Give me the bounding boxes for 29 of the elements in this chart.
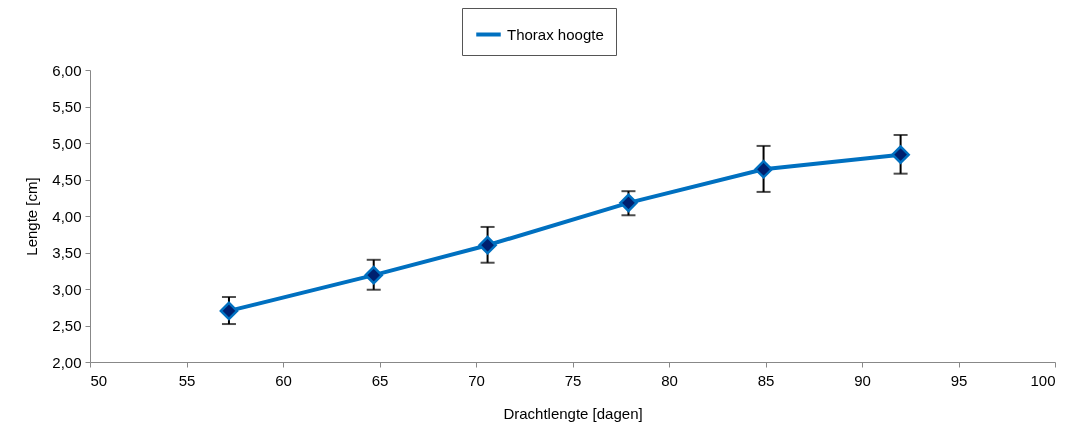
x-tick-label: 65: [371, 371, 389, 389]
y-tick-label: 5,00: [52, 134, 82, 152]
y-tick-label: 5,50: [52, 98, 82, 115]
x-tick-label: 60: [275, 371, 292, 389]
y-tick-label: 4,00: [52, 207, 82, 225]
legend-label: Thorax hoogte: [507, 25, 604, 43]
y-tick-label: 3,00: [52, 280, 82, 298]
x-tick-label: 100: [1030, 371, 1056, 389]
y-tick-label: 4,50: [52, 171, 82, 188]
point: [754, 159, 773, 179]
point: [619, 193, 638, 213]
x-axis-title: Drachtlengte [dagen]: [503, 404, 643, 422]
y-tick-label: 2,00: [52, 353, 82, 371]
y-axis-title: Lengte [cm]: [23, 177, 41, 256]
x-tick-label: 90: [854, 371, 871, 389]
point: [219, 301, 239, 321]
x-tick-label: 70: [468, 371, 485, 389]
x-tick-label: 85: [757, 371, 775, 389]
y-tick-label: 6,00: [52, 61, 82, 79]
x-tick-label: 50: [90, 371, 108, 389]
point: [891, 145, 910, 164]
x-tick-label: 80: [661, 371, 678, 389]
y-tick-label: 3,50: [52, 244, 82, 261]
x-tick-label: 95: [950, 371, 968, 389]
x-tick-label: 75: [564, 371, 582, 389]
point: [364, 265, 384, 285]
point: [478, 235, 497, 255]
y-tick-label: 2,50: [52, 317, 82, 334]
x-tick-label: 55: [178, 371, 196, 389]
